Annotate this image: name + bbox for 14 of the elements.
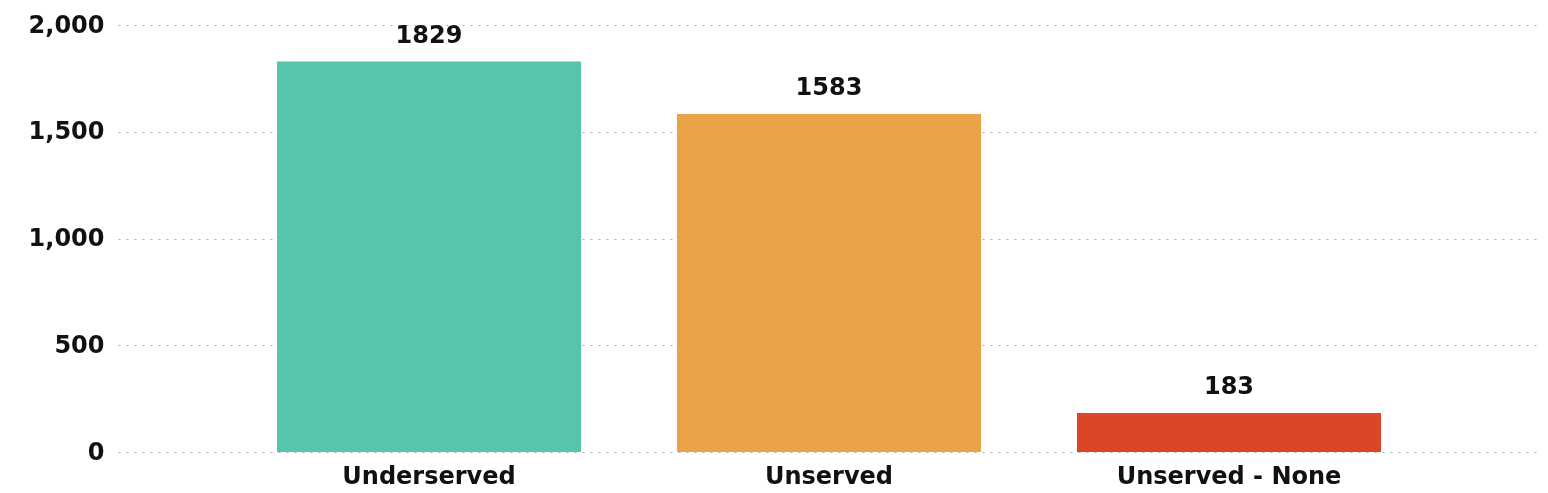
data-label: 1829	[395, 20, 463, 49]
bar	[1077, 412, 1381, 452]
y-tick-label: 500	[54, 330, 105, 359]
bar	[677, 114, 981, 452]
x-tick-label: Unserved	[764, 461, 894, 490]
y-tick-label: 2,000	[28, 10, 105, 39]
y-tick-label: 1,500	[28, 117, 105, 146]
y-tick-label: 1,000	[28, 224, 105, 252]
x-tick-label: Underserved	[342, 461, 516, 490]
x-tick-label: Unserved - None	[1116, 461, 1342, 490]
y-tick-label: 0	[87, 437, 105, 466]
data-label: 183	[1203, 371, 1255, 400]
data-label: 1583	[795, 73, 863, 102]
bar	[277, 61, 581, 452]
